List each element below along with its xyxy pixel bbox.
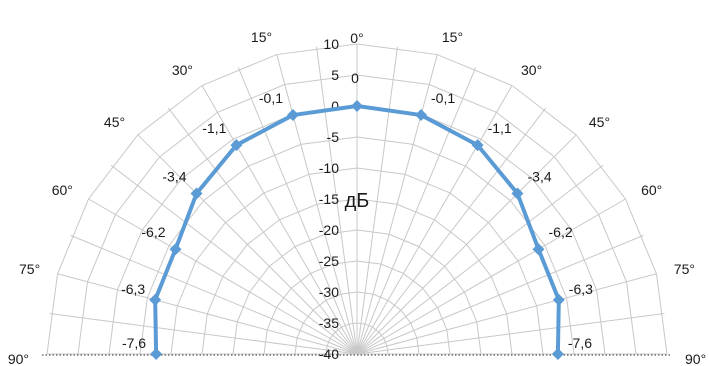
grid-spoke bbox=[237, 67, 358, 355]
data-point-marker bbox=[511, 187, 524, 200]
data-label: -3,4 bbox=[162, 169, 186, 185]
data-point-marker bbox=[415, 109, 428, 122]
data-point-marker bbox=[190, 187, 203, 200]
data-label: -1,1 bbox=[202, 120, 226, 136]
angle-label: 45° bbox=[589, 114, 610, 130]
angle-label: 75° bbox=[19, 261, 40, 277]
grid-spoke bbox=[356, 198, 626, 355]
data-point-marker bbox=[149, 293, 162, 306]
data-label: -6,3 bbox=[121, 281, 145, 297]
data-label: -1,1 bbox=[488, 120, 512, 136]
polar-grid bbox=[42, 43, 670, 356]
data-label: -0,1 bbox=[431, 90, 455, 106]
data-label: -7,6 bbox=[122, 335, 146, 351]
angle-label: 15° bbox=[251, 29, 272, 45]
radial-tick-label: -35 bbox=[319, 315, 339, 331]
unit-label: дБ bbox=[345, 190, 370, 212]
angle-label: 45° bbox=[104, 114, 125, 130]
data-point-marker bbox=[230, 139, 243, 152]
radial-tick-label: 10 bbox=[323, 36, 339, 52]
grid-spoke bbox=[356, 234, 644, 355]
grid-spoke bbox=[356, 85, 513, 355]
radial-tick-label: -30 bbox=[319, 284, 339, 300]
grid-spoke bbox=[356, 67, 477, 355]
grid-spoke bbox=[356, 46, 398, 355]
data-point-marker bbox=[286, 109, 299, 122]
grid-spoke bbox=[276, 54, 358, 355]
grid-spoke bbox=[356, 273, 657, 355]
data-label: -3,4 bbox=[528, 169, 552, 185]
data-point-marker bbox=[351, 100, 363, 112]
data-label: -6,2 bbox=[141, 224, 165, 240]
angle-label: 60° bbox=[641, 182, 662, 198]
radial-tick-label: -20 bbox=[319, 222, 339, 238]
angle-label: 15° bbox=[442, 29, 463, 45]
data-point-marker bbox=[150, 348, 163, 360]
grid-spoke bbox=[57, 273, 358, 355]
radial-tick-label: -10 bbox=[319, 160, 339, 176]
angle-label: 30° bbox=[521, 62, 542, 78]
data-point-marker bbox=[551, 348, 564, 360]
data-point-marker bbox=[169, 243, 182, 256]
data-label: -6,2 bbox=[549, 224, 573, 240]
grid-spoke bbox=[201, 85, 358, 355]
radial-tick-label: -5 bbox=[327, 129, 340, 145]
data-label: -7,6 bbox=[568, 335, 592, 351]
grid-spoke bbox=[356, 54, 438, 355]
radial-tick-label: 5 bbox=[331, 67, 339, 83]
angle-label: 0° bbox=[350, 30, 363, 46]
grid-spoke bbox=[356, 107, 547, 355]
grid-spoke bbox=[356, 164, 604, 355]
data-series: -7,6 -6,3 -6,2 -3,4 -1,1 -0,1 0 -0,1 -1,1 -3,4 -6,… bbox=[121, 70, 593, 360]
radial-tick-label: -15 bbox=[319, 191, 339, 207]
radial-tick-label: 0 bbox=[331, 98, 339, 114]
grid-spoke bbox=[88, 198, 358, 355]
angle-label: 90° bbox=[685, 351, 706, 366]
radial-tick-label: -25 bbox=[319, 253, 339, 269]
grid-spoke bbox=[356, 313, 665, 355]
data-label: -0,1 bbox=[259, 90, 283, 106]
data-point-marker bbox=[532, 243, 545, 256]
grid-spoke bbox=[110, 164, 358, 355]
grid-spoke bbox=[137, 134, 358, 355]
angle-label: 60° bbox=[52, 182, 73, 198]
angle-label: 75° bbox=[674, 261, 695, 277]
data-label: -6,3 bbox=[569, 281, 593, 297]
axis-labels: 0° 15° 15° 30° 30° 45° 45° 60° 60° 75° 75° 90° 90° 10… bbox=[8, 29, 706, 366]
data-point-marker bbox=[552, 293, 565, 306]
grid-spoke bbox=[70, 234, 358, 355]
angle-label: 30° bbox=[172, 62, 193, 78]
data-point-marker bbox=[471, 139, 484, 152]
grid-spoke bbox=[167, 107, 358, 355]
angle-label: 90° bbox=[8, 351, 29, 366]
radial-tick-label: -40 bbox=[319, 346, 339, 362]
data-label: 0 bbox=[351, 70, 359, 86]
grid-spoke bbox=[316, 46, 358, 355]
grid-spoke bbox=[356, 134, 577, 355]
grid-spoke bbox=[49, 313, 358, 355]
